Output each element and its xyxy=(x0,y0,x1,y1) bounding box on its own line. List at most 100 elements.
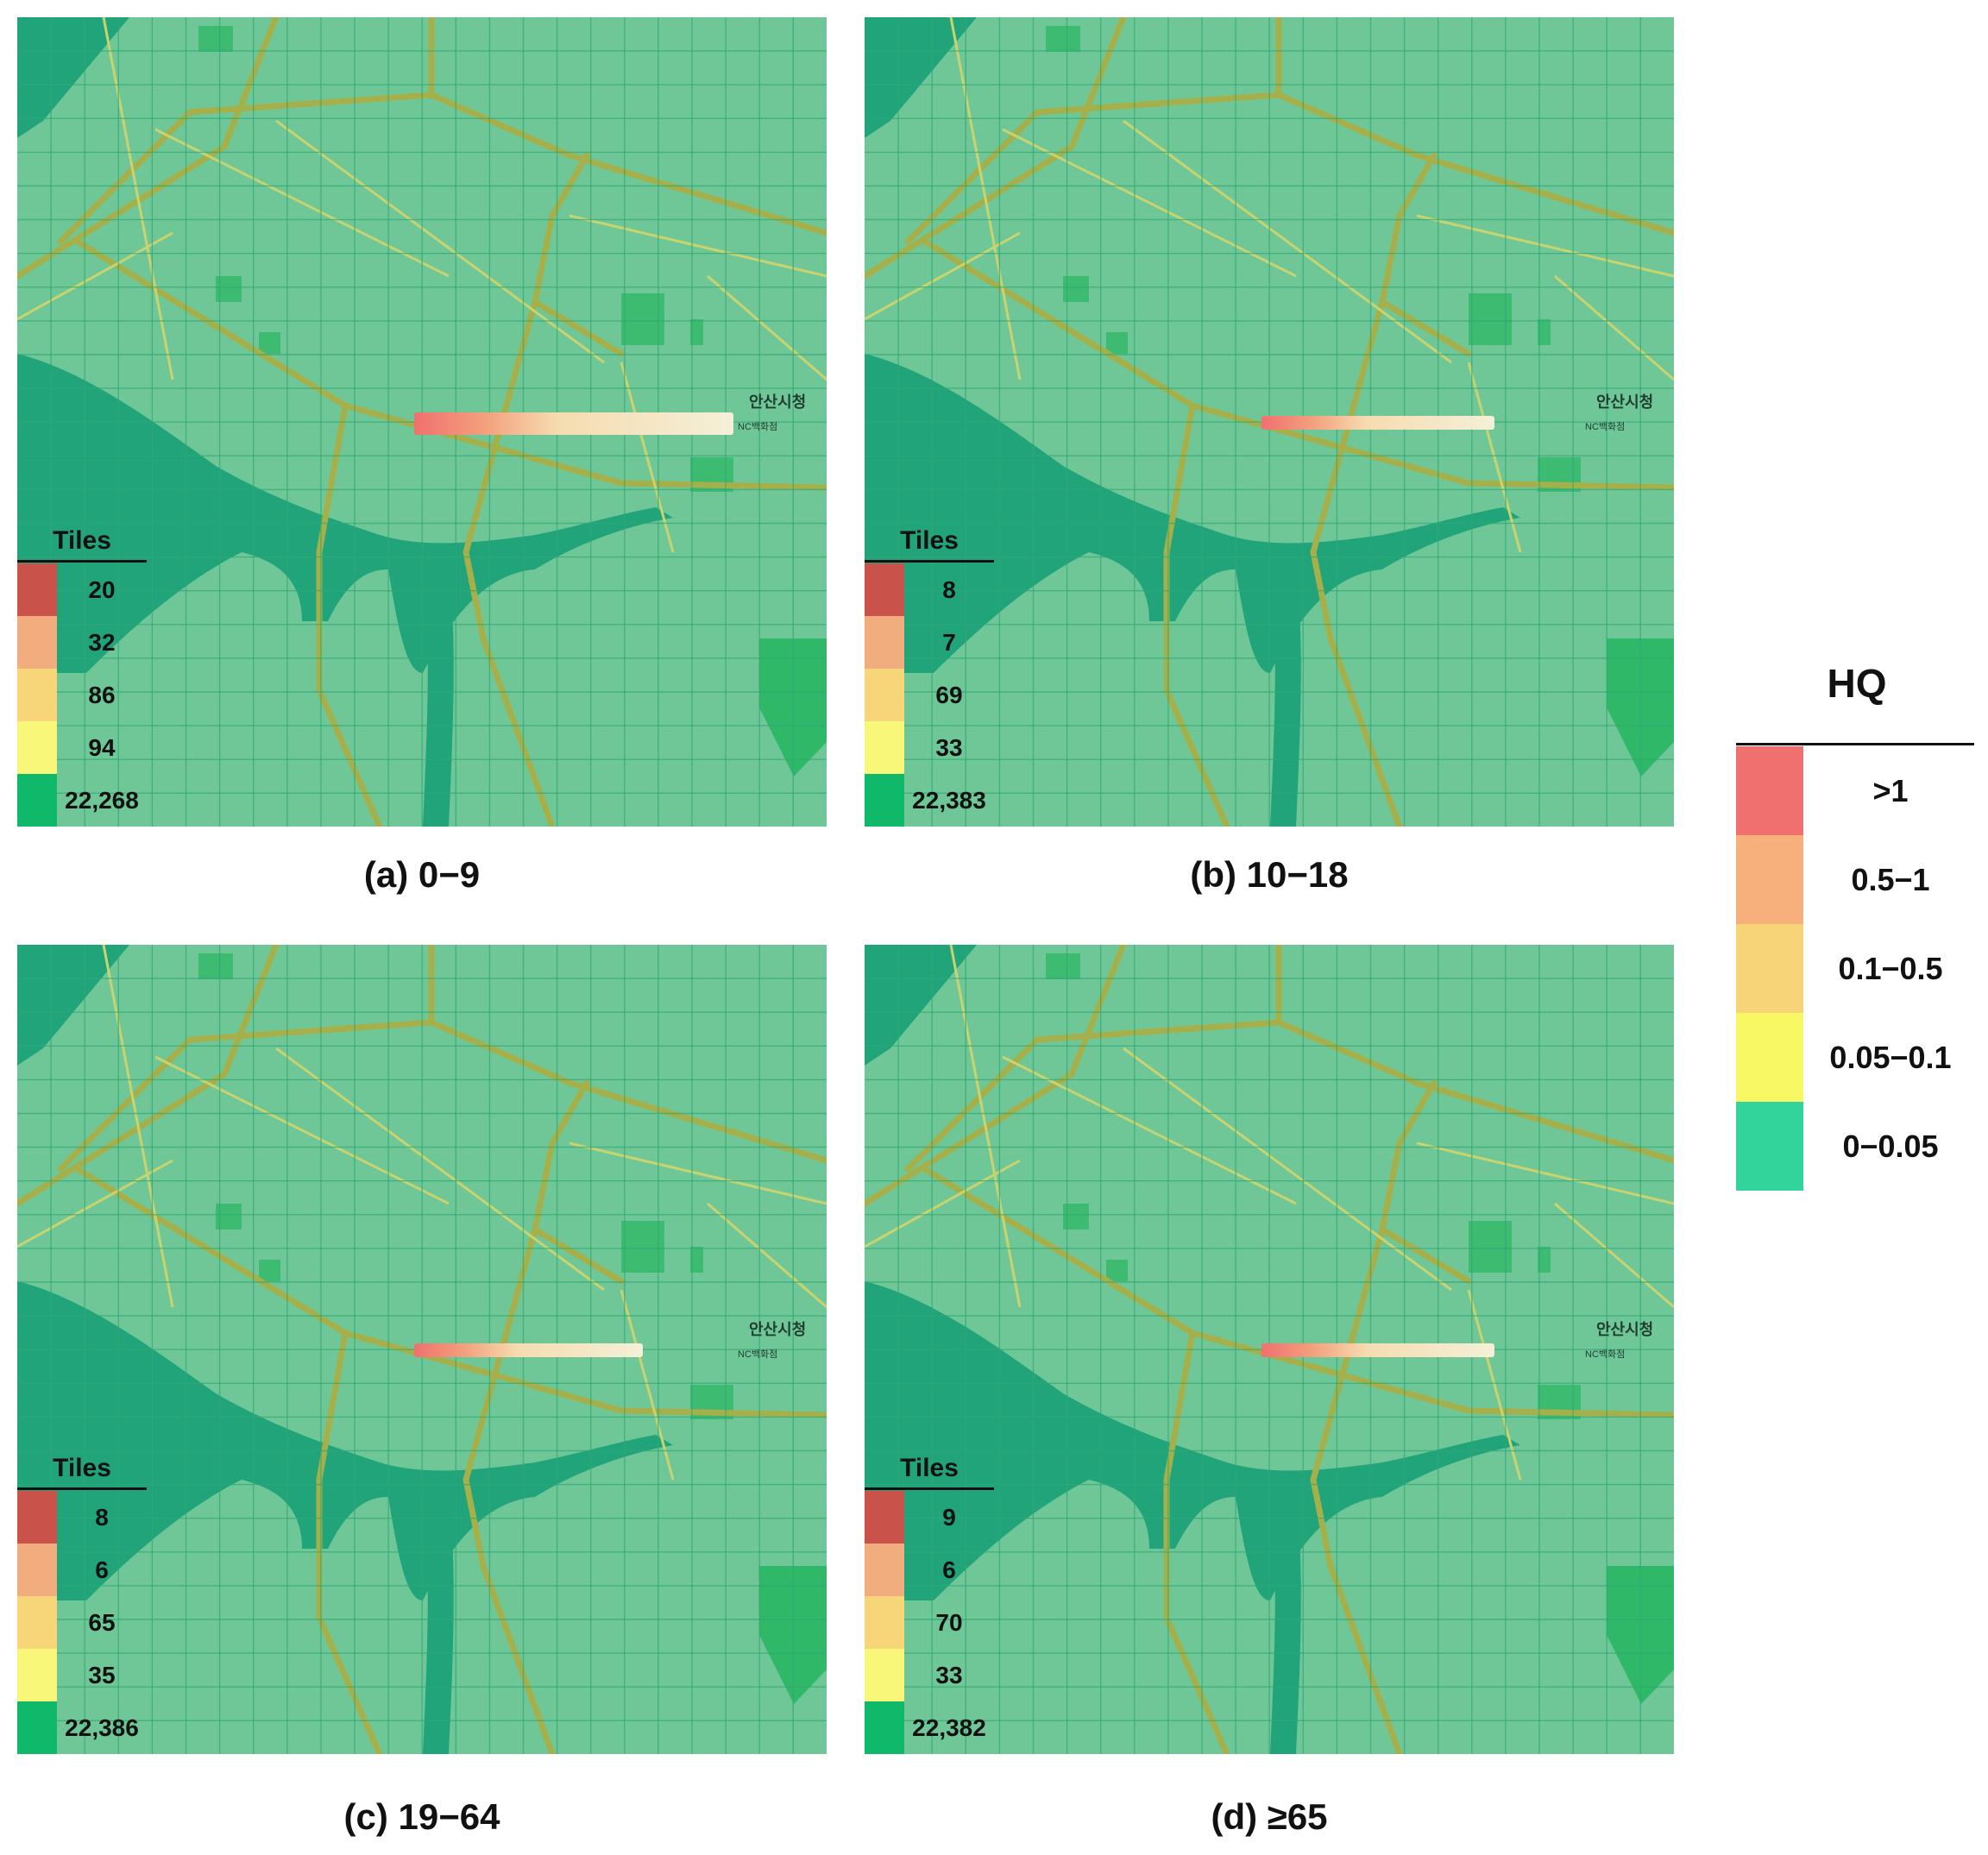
hq-legend-title: HQ xyxy=(1827,661,1887,706)
map-panel-c: 안산시청 NC백화점 Tiles 8 6 65 35 22,386 xyxy=(17,945,827,1754)
tiles-legend-a: Tiles 20 32 86 94 22,268 xyxy=(17,526,147,827)
tile-row-0-005: 22,386 xyxy=(17,1701,147,1754)
minor-road xyxy=(102,945,174,1308)
minor-road xyxy=(1416,214,1674,278)
tile-row-005-01: 33 xyxy=(865,721,994,774)
tile-row-01-05: 69 xyxy=(865,669,994,721)
tile-swatch xyxy=(17,1649,57,1701)
hq-swatch xyxy=(1736,746,1803,835)
tile-count: 33 xyxy=(935,1662,963,1688)
tile-swatch xyxy=(865,616,904,669)
minor-road xyxy=(1123,1047,1452,1292)
major-road xyxy=(17,17,280,280)
park xyxy=(1469,1221,1512,1273)
caption-prefix: (d) xyxy=(1211,1796,1258,1837)
tiles-title: Tiles xyxy=(865,1449,994,1490)
caption-range: 10−18 xyxy=(1246,854,1349,895)
channel xyxy=(1270,569,1301,827)
minor-road xyxy=(17,231,173,321)
caption-prefix: (a) xyxy=(363,854,409,895)
tile-row-05-1: 6 xyxy=(17,1544,147,1596)
major-road xyxy=(865,17,1127,280)
hq-plume xyxy=(414,412,733,435)
major-road xyxy=(904,91,1282,245)
tiles-legend-b: Tiles 8 7 69 33 22,383 xyxy=(865,526,994,827)
hq-label: 0−0.05 xyxy=(1842,1129,1939,1164)
map-a xyxy=(17,17,827,827)
tile-count: 6 xyxy=(942,1556,956,1583)
tile-count: 94 xyxy=(88,734,116,761)
minor-road xyxy=(569,1141,827,1205)
map-panel-d: 안산시청 NC백화점 Tiles 9 6 70 33 22,382 xyxy=(865,945,1674,1754)
tile-swatch xyxy=(17,1701,57,1754)
minor-road xyxy=(154,1055,450,1205)
tile-row-gt1: 9 xyxy=(865,1491,994,1544)
river xyxy=(17,945,129,1066)
city-hall-label: 안산시청 xyxy=(749,1321,807,1338)
park xyxy=(1469,293,1512,345)
tile-swatch xyxy=(865,1649,904,1701)
tile-count: 7 xyxy=(942,629,956,656)
river xyxy=(865,17,977,138)
caption-d: (d) ≥65 xyxy=(865,1796,1674,1838)
tile-row-005-01: 94 xyxy=(17,721,147,774)
tile-swatch xyxy=(865,774,904,827)
tile-count: 8 xyxy=(95,1504,109,1531)
park xyxy=(1046,26,1080,52)
map-panel-a: 안산시청 NC백화점 Tiles 20 32 86 94 22,268 xyxy=(17,17,827,827)
hq-plume xyxy=(1261,1343,1494,1357)
hq-legend-rule xyxy=(1736,743,1974,745)
river xyxy=(865,945,977,1066)
hq-plume xyxy=(414,1343,643,1357)
tile-swatch xyxy=(17,1596,57,1649)
hq-label: 0.1−0.5 xyxy=(1838,951,1943,986)
major-road xyxy=(1163,1330,1230,1754)
tile-count: 8 xyxy=(942,576,956,603)
tile-row-gt1: 8 xyxy=(17,1491,147,1544)
caption-range: 19−64 xyxy=(398,1796,500,1837)
park xyxy=(198,26,233,52)
nc-dept-label: NC백화점 xyxy=(1585,422,1626,432)
major-road xyxy=(316,1330,383,1754)
minor-road xyxy=(154,128,450,278)
minor-road xyxy=(865,231,1021,321)
tile-count: 33 xyxy=(935,734,963,761)
hq-swatch xyxy=(1736,1013,1803,1102)
tiles-legend-c: Tiles 8 6 65 35 22,386 xyxy=(17,1454,147,1754)
tile-count: 6 xyxy=(95,1556,109,1583)
minor-road xyxy=(1002,1055,1297,1205)
minor-road xyxy=(949,945,1022,1308)
major-road xyxy=(904,1019,1282,1173)
tile-row-gt1: 8 xyxy=(865,563,994,616)
caption-c: (c) 19−64 xyxy=(17,1796,827,1838)
caption-prefix: (c) xyxy=(343,1796,388,1837)
minor-road xyxy=(865,1159,1021,1248)
major-road xyxy=(1275,945,1674,1164)
minor-road xyxy=(275,119,605,364)
lake xyxy=(17,354,673,673)
tile-row-005-01: 35 xyxy=(17,1649,147,1701)
tile-row-0-005: 22,268 xyxy=(17,774,147,827)
minor-road xyxy=(1467,1289,1522,1481)
tile-row-05-1: 6 xyxy=(865,1544,994,1596)
park xyxy=(259,1260,280,1281)
map-c xyxy=(17,945,827,1754)
channel xyxy=(423,569,454,827)
major-road xyxy=(922,238,1674,491)
tile-count: 9 xyxy=(942,1504,956,1531)
minor-road xyxy=(1554,274,1674,381)
minor-road xyxy=(1416,1141,1674,1205)
tile-swatch xyxy=(17,563,57,616)
tile-count: 22,268 xyxy=(65,787,139,814)
nc-dept-label: NC백화점 xyxy=(1585,1349,1626,1360)
tile-swatch xyxy=(865,1596,904,1649)
minor-road xyxy=(620,1289,675,1481)
tile-count: 22,382 xyxy=(912,1714,986,1741)
map-panel-b: 안산시청 NC백화점 Tiles 8 7 69 33 22,383 xyxy=(865,17,1674,827)
tile-swatch xyxy=(865,563,904,616)
hq-legend-row-0-005: 0−0.05 xyxy=(1736,1102,1978,1191)
park xyxy=(198,953,233,979)
hq-swatch xyxy=(1736,835,1803,924)
tile-row-gt1: 20 xyxy=(17,563,147,616)
tile-swatch xyxy=(17,721,57,774)
